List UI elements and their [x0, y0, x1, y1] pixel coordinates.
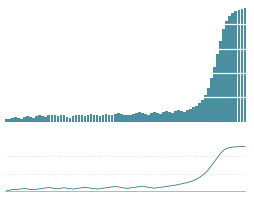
Bar [165, 111, 168, 122]
Bar [129, 114, 132, 122]
Bar [114, 114, 117, 122]
Bar [120, 114, 122, 122]
Bar [171, 113, 174, 122]
Bar [117, 113, 120, 122]
Bar [174, 111, 177, 122]
Bar [84, 116, 86, 122]
Bar [111, 115, 114, 122]
Bar [126, 115, 129, 122]
Bar [87, 114, 89, 122]
Bar [141, 113, 144, 122]
Bar [96, 115, 98, 122]
Bar [186, 110, 189, 122]
Bar [5, 119, 8, 122]
Bar [81, 115, 83, 122]
Bar [72, 116, 74, 122]
Bar [69, 118, 71, 122]
Bar [75, 115, 77, 122]
Bar [156, 113, 159, 122]
Bar [228, 16, 231, 122]
Bar [234, 11, 237, 122]
Bar [189, 109, 192, 122]
Bar [59, 114, 62, 122]
Bar [162, 112, 165, 122]
Bar [35, 116, 38, 122]
Bar [204, 95, 207, 122]
Bar [44, 117, 47, 122]
Bar [38, 115, 41, 122]
Bar [219, 41, 222, 122]
Bar [78, 114, 80, 122]
Bar [62, 115, 65, 122]
Bar [159, 114, 162, 122]
Bar [29, 117, 32, 122]
Bar [201, 100, 204, 122]
Bar [102, 114, 104, 122]
Bar [207, 88, 210, 122]
Bar [198, 103, 201, 122]
Bar [168, 112, 171, 122]
Bar [213, 67, 216, 122]
Bar [99, 116, 101, 122]
Bar [57, 116, 59, 122]
Bar [108, 114, 110, 122]
Bar [183, 112, 186, 122]
Bar [180, 111, 183, 122]
Bar [41, 116, 44, 122]
Bar [14, 117, 17, 122]
Bar [26, 116, 29, 122]
Bar [33, 118, 35, 122]
Bar [135, 113, 138, 122]
Bar [123, 114, 125, 122]
Bar [8, 119, 11, 122]
Bar [105, 114, 107, 122]
Bar [192, 107, 195, 122]
Bar [54, 115, 56, 122]
Bar [244, 8, 246, 122]
Bar [90, 114, 92, 122]
Bar [216, 53, 219, 122]
Bar [23, 117, 26, 122]
Bar [47, 115, 50, 122]
Bar [237, 10, 240, 122]
Bar [231, 13, 234, 122]
Bar [144, 114, 147, 122]
Bar [147, 114, 150, 122]
Bar [20, 119, 23, 122]
Bar [177, 110, 180, 122]
Bar [195, 106, 198, 122]
Bar [226, 21, 228, 122]
Bar [138, 112, 141, 122]
Bar [241, 9, 243, 122]
Bar [66, 117, 68, 122]
Bar [153, 112, 156, 122]
Bar [210, 78, 213, 122]
Bar [223, 29, 225, 122]
Bar [17, 118, 20, 122]
Bar [93, 114, 96, 122]
Bar [132, 114, 135, 122]
Bar [11, 118, 14, 122]
Bar [51, 114, 53, 122]
Bar [150, 113, 153, 122]
